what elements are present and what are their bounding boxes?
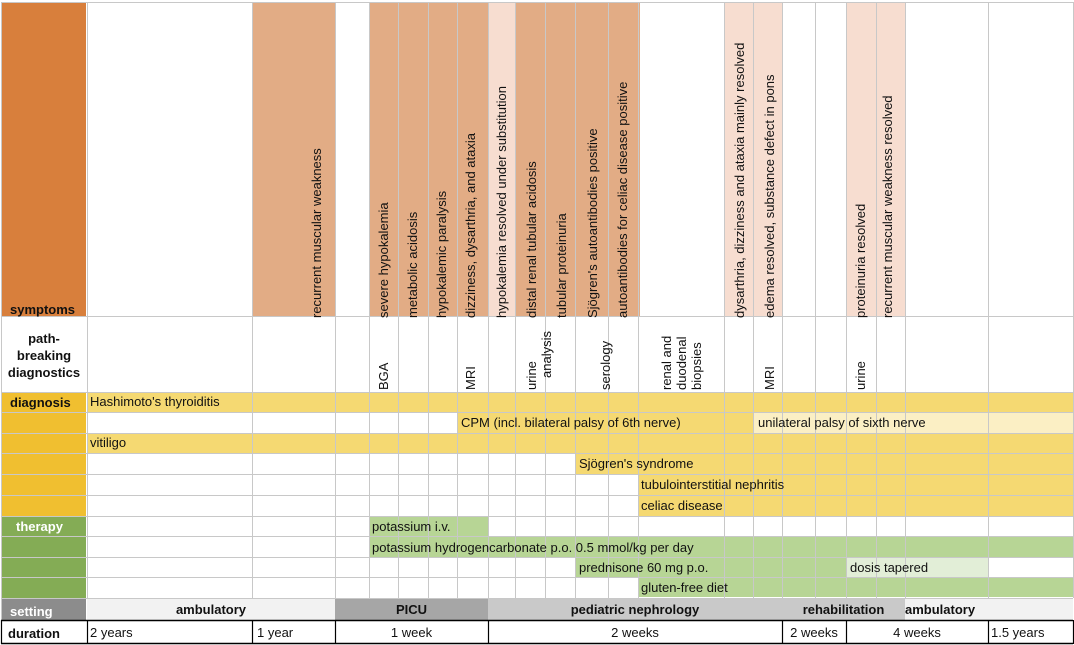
diagnosis-label: celiac disease (641, 498, 723, 513)
symptom-shade (488, 2, 515, 316)
duration-row-header: duration (8, 626, 60, 641)
setting-label: pediatric nephrology (570, 602, 700, 617)
diagnosis-bar (87, 433, 1073, 453)
setting-label: ambulatory (175, 602, 247, 617)
diagnosis-bar (753, 413, 1073, 433)
symptom-label: dysarthria, dizziness and ataxia mainly … (732, 42, 747, 318)
duration-label: 2 years (90, 625, 133, 640)
diagnosis-row-header: diagnosis (10, 395, 71, 410)
diagnostics-header-line: path- (28, 331, 60, 346)
diagnostic-label-line: urine (524, 361, 539, 390)
setting-bar (905, 598, 1073, 620)
therapy-bar (638, 577, 1073, 597)
diagnostics-header-line: breaking (16, 348, 72, 363)
diagnostics-row-header: path- breaking diagnostics (2, 330, 86, 381)
therapy-label: potassium i.v. (372, 519, 451, 534)
diagnostic-label: renal and duodenal biopsies (659, 336, 704, 390)
duration-label: 1 year (257, 625, 294, 640)
symptom-label: autoantibodies for celiac disease positi… (615, 81, 630, 318)
diagnosis-label: Sjögren's syndrome (579, 456, 694, 471)
diagnostic-label: urine analysis (524, 331, 554, 390)
symptom-label: severe hypokalemia (376, 202, 391, 318)
diagnosis-label: unilateral palsy of sixth nerve (758, 415, 926, 430)
symptom-shade (846, 2, 905, 316)
duration-label: 4 weeks (893, 625, 941, 640)
symptom-label: recurrent muscular weakness resolved (880, 95, 895, 318)
symptom-label: recurrent muscular weakness (309, 148, 324, 318)
setting-label: PICU (395, 602, 428, 617)
symptom-label: hypokalemia resolved under substitution (494, 86, 509, 318)
diagnosis-bar (638, 475, 1073, 495)
diagnosis-bar (457, 413, 753, 433)
diagnosis-label: Hashimoto's thyroiditis (90, 394, 220, 409)
diagnosis-bar (87, 392, 1073, 412)
setting-row-header: setting (10, 604, 53, 619)
therapy-bar (846, 557, 988, 577)
therapy-bar (575, 557, 846, 577)
symptom-shade (252, 2, 335, 316)
symptom-label: hypokalemic paralysis (434, 190, 449, 318)
duration-label: 1 week (390, 625, 433, 640)
setting-label: rehabilitation (802, 602, 885, 617)
diagnostic-label-line: duodenal (674, 336, 689, 391)
setting-bar (87, 598, 335, 620)
therapy-label: potassium hydrogencarbonate p.o. 0.5 mmo… (372, 540, 694, 555)
symptom-label: tubular proteinuria (554, 213, 569, 318)
symptom-label: metabolic acidosis (405, 211, 420, 318)
therapy-label: dosis tapered (850, 560, 929, 575)
setting-bar (782, 598, 905, 620)
diagnostic-label: serology (598, 340, 613, 390)
diagnosis-label: tubulointerstitial nephritis (641, 477, 785, 492)
therapy-label: prednisone 60 mg p.o. (579, 560, 709, 575)
setting-bar (488, 598, 782, 620)
duration-label: 2 weeks (790, 625, 838, 640)
symptom-label: dizziness, dysarthria, and ataxia (463, 133, 478, 318)
symptom-label: distal renal tubular acidosis (524, 161, 539, 318)
symptom-label: Sjögren's autoantibodies positive (585, 128, 600, 318)
diagnostic-label: MRI (762, 366, 777, 390)
therapy-row-header: therapy (16, 519, 63, 534)
symptom-shade (515, 2, 640, 316)
duration-label: 2 weeks (611, 625, 659, 640)
diagnosis-label: vitiligo (90, 435, 127, 450)
diagnostic-label: urine (853, 361, 868, 390)
diagnosis-label: CPM (incl. bilateral palsy of 6th nerve) (461, 415, 681, 430)
diagnosis-bar (638, 496, 1073, 516)
diagnostic-label-line: renal and (659, 335, 674, 390)
symptoms-header-block (2, 2, 86, 316)
diagnostic-label-line: biopsies (689, 342, 704, 390)
therapy-label: gluten-free diet (641, 580, 728, 595)
setting-label: ambulatory (905, 602, 976, 617)
diagnostic-label: MRI (463, 366, 478, 390)
diagnostics-header-line: diagnostics (7, 365, 81, 380)
symptom-label: edema resolved, substance defect in pons (762, 74, 777, 318)
diagnosis-bar (575, 454, 1073, 474)
symptom-label: proteinuria resolved (853, 203, 868, 318)
diagnostic-label: BGA (376, 362, 391, 390)
diagnostic-label-line: analysis (539, 331, 554, 378)
setting-header-block (2, 598, 86, 620)
duration-label: 1.5 years (991, 625, 1045, 640)
symptoms-row-header: symptoms (10, 302, 76, 317)
setting-bar (335, 598, 488, 620)
